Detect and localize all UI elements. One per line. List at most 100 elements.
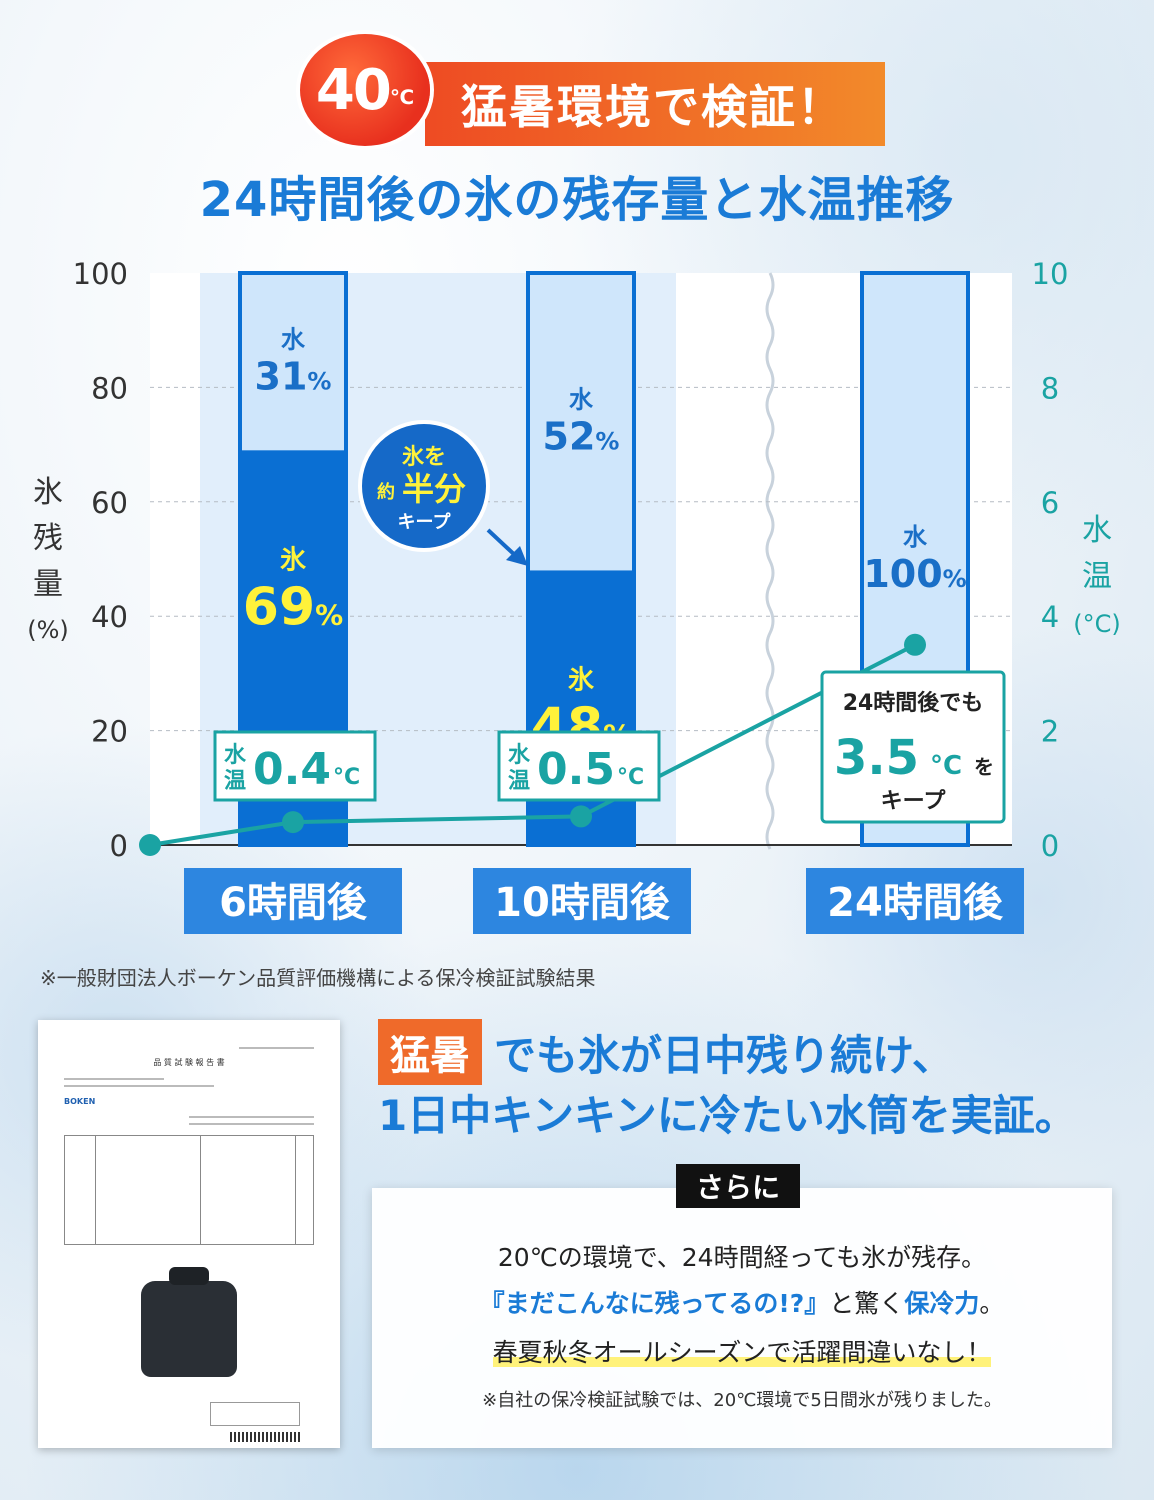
water-temp-point — [570, 805, 592, 828]
temperature-badge: 40 ℃ — [300, 34, 430, 146]
big-callout-box — [820, 670, 1006, 824]
axis-break-line — [765, 272, 775, 850]
left-axis-label-char: 残 — [33, 521, 63, 556]
right-tick-label: 2 — [1041, 715, 1059, 749]
doc-title: 品 質 試 験 報 告 書 — [153, 1058, 225, 1067]
right-tick-label: 0 — [1041, 829, 1059, 863]
temp-callout-unit: °C — [333, 765, 360, 790]
header-banner-text: 猛暑環境で検証！ — [461, 80, 845, 134]
doc-table-divider — [295, 1136, 296, 1244]
left-axis-label-char: 氷 — [33, 475, 63, 510]
water-temp-point — [904, 633, 926, 656]
badge-unit: ℃ — [389, 85, 415, 109]
temp-callout-word: 水 — [508, 743, 531, 768]
ice-bar-value: 69% — [243, 577, 343, 637]
info-line-3: 春夏秋冬オールシーズンで活躍間違いなし！ — [372, 1333, 1112, 1369]
category-label: 10時間後 — [494, 880, 671, 926]
ice-bar-word: 氷 — [568, 665, 595, 695]
water-value-pct: % — [943, 565, 967, 593]
temp-callout-word: 水 — [224, 743, 247, 768]
keep-badge-line1: 氷を — [402, 445, 446, 470]
info-line-2-power: 保冷力 — [904, 1289, 980, 1318]
water-bar-word: 水 — [903, 523, 928, 551]
info-line-3-text: 春夏秋冬オールシーズンで活躍間違いなし！ — [492, 1338, 992, 1367]
water-temp-point — [282, 811, 304, 834]
right-tick-label: 6 — [1041, 486, 1059, 520]
keep-badge-circle — [358, 420, 490, 552]
category-label: 24時間後 — [827, 880, 1004, 926]
claim-tag: 猛暑 — [378, 1019, 482, 1085]
keep-badge-line3: キープ — [398, 511, 452, 533]
right-axis-label-char: 水 — [1082, 513, 1112, 548]
keep-badge-line2a: 約 — [377, 481, 395, 503]
left-tick-label: 20 — [91, 715, 128, 749]
footnote: ※一般財団法人ボーケン品質評価機構による保冷検証試験結果 — [40, 966, 596, 990]
badge-number: 40 — [315, 57, 392, 123]
info-box-tag: さらに — [676, 1164, 800, 1208]
doc-line — [189, 1123, 314, 1125]
big-callout-value: 3.5 — [834, 730, 919, 786]
ice-bar-word: 氷 — [280, 545, 307, 575]
temp-callout-value: 0.4 — [253, 744, 331, 795]
big-callout-line1: 24時間後でも — [843, 690, 984, 716]
ice-value-number: 69 — [243, 577, 315, 637]
temp-callout-box — [213, 730, 377, 802]
category-label-box — [184, 868, 402, 934]
water-value-pct: % — [595, 428, 619, 456]
doc-line — [64, 1085, 214, 1087]
left-axis-unit: (%) — [27, 616, 69, 644]
doc-table-divider — [200, 1136, 201, 1244]
category-label-box — [806, 868, 1024, 934]
water-bar-word: 水 — [569, 386, 594, 414]
header-banner: 猛暑環境で検証！ — [425, 62, 885, 146]
left-tick-label: 0 — [110, 829, 128, 863]
left-tick-label: 80 — [91, 371, 128, 405]
left-tick-label: 60 — [91, 486, 128, 520]
doc-stamp-box — [210, 1402, 300, 1426]
water-value-number: 52 — [543, 415, 596, 459]
temp-callout-word: 温 — [508, 769, 530, 794]
claim-line-1: 猛暑 でも氷が日中残り続け、 — [378, 1019, 954, 1085]
water-temp-line — [149, 643, 916, 847]
info-line-2-mid: と驚く — [829, 1289, 905, 1318]
water-bar-word: 水 — [281, 326, 306, 354]
big-callout-line3: キープ — [881, 789, 947, 814]
keep-badge-line2b: 半分 — [402, 470, 466, 508]
info-line-2-quote: 『まだこんなに残ってるの!?』 — [479, 1289, 830, 1318]
doc-line — [239, 1047, 314, 1049]
right-axis-unit: (°C) — [1073, 610, 1120, 638]
info-line-1: 20℃の環境で、24時間経っても氷が残存。 — [497, 1243, 987, 1272]
doc-logo: BOKEN — [64, 1097, 96, 1106]
doc-barcode — [230, 1432, 300, 1442]
claim-line-2: 1日中キンキンに冷たい水筒を実証。 — [378, 1091, 1077, 1140]
water-bar-value: 31% — [255, 355, 332, 399]
doc-line — [64, 1078, 164, 1080]
category-label: 6時間後 — [219, 880, 368, 926]
water-value-number: 31 — [255, 355, 308, 399]
ice-temperature-chart: 0204060801000246810氷残量(%)水温(°C)水31%氷69%水… — [27, 257, 1121, 934]
water-bar-value: 52% — [543, 415, 620, 459]
claim-line-1-text: でも氷が日中残り続け、 — [494, 1030, 954, 1080]
right-tick-label: 4 — [1041, 600, 1059, 634]
right-axis-label-char: 温 — [1082, 559, 1112, 594]
left-tick-label: 100 — [73, 257, 128, 291]
doc-table-divider — [95, 1136, 96, 1244]
left-tick-label: 40 — [91, 600, 128, 634]
right-tick-label: 8 — [1041, 371, 1059, 405]
water-bar-value: 100% — [863, 552, 966, 596]
info-line-2: 『まだこんなに残ってるの!?』と驚く保冷力。 — [372, 1284, 1112, 1320]
ice-value-pct: % — [315, 598, 343, 631]
doc-table — [64, 1135, 314, 1245]
temp-callout-box — [497, 730, 661, 802]
temp-callout-value: 0.5 — [537, 744, 615, 795]
big-callout-unit: °C — [930, 751, 962, 781]
big-callout-suffix: を — [974, 755, 994, 779]
test-report-document: 品 質 試 験 報 告 書 BOKEN — [38, 1020, 340, 1448]
info-box — [372, 1188, 1112, 1448]
water-value-pct: % — [307, 368, 331, 396]
left-axis-label-char: 量 — [33, 567, 63, 602]
chart-subtitle: 24時間後の氷の残存量と水温推移 — [199, 172, 955, 228]
info-note: ※自社の保冷検証試験では、20℃環境で5日間氷が残りました。 — [482, 1390, 1002, 1411]
info-line-2-end: 。 — [979, 1289, 1005, 1318]
category-label-box — [473, 868, 691, 934]
